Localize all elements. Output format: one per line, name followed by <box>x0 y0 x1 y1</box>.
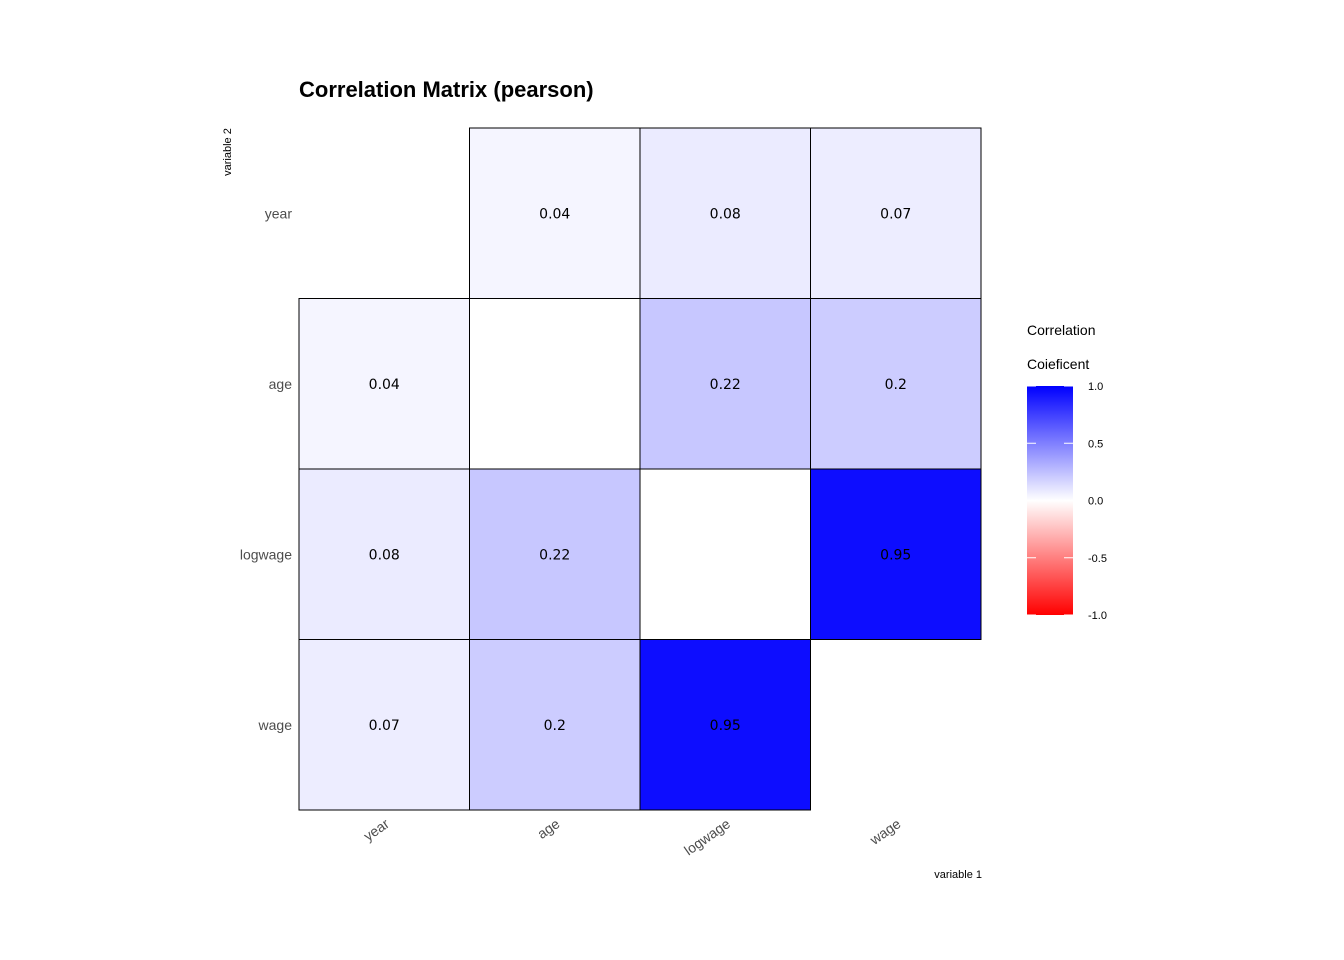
heatmap-cell-wage-year <box>810 127 982 299</box>
x-tick-label-logwage: logwage <box>681 815 733 858</box>
cell-value-label: 0.04 <box>369 377 400 393</box>
legend-tick-label: 0.0 <box>1088 496 1103 508</box>
legend-tick-label: 1.0 <box>1088 381 1103 393</box>
heatmap-cell-logwage-wage <box>639 639 811 811</box>
y-axis-title: variable 2 <box>222 128 234 176</box>
cell-value-label: 0.08 <box>710 206 741 222</box>
y-tick-label-age: age <box>269 376 293 392</box>
x-tick-label-year: year <box>360 815 392 844</box>
heatmap-cell-year-wage <box>298 639 470 811</box>
x-tick-label-age: age <box>534 815 562 842</box>
heatmap-cell-wage-age <box>810 298 982 470</box>
y-axis-ticks: year age logwage wage <box>240 205 292 733</box>
heatmap-cell-age-year <box>469 127 641 299</box>
legend-title-line2: Coieficent <box>1027 356 1089 372</box>
cell-value-label: 0.07 <box>369 718 400 734</box>
heatmap-cell-year-age <box>298 298 470 470</box>
y-tick-label-logwage: logwage <box>240 546 292 562</box>
color-legend: Correlation Coieficent 1.0 0.5 0.0 -0.5 -1.0 <box>1027 322 1107 622</box>
x-axis-ticks: year age logwage wage <box>360 815 903 858</box>
heatmap-cell-logwage-age <box>639 298 811 470</box>
cell-value-label: 0.07 <box>880 206 911 222</box>
y-tick-label-wage: wage <box>258 717 293 733</box>
cell-value-label: 0.22 <box>710 377 741 393</box>
legend-tick-label: -1.0 <box>1088 610 1107 622</box>
cell-value-label: 0.2 <box>885 377 907 393</box>
y-tick-label-year: year <box>265 205 293 221</box>
legend-tick-label: 0.5 <box>1088 438 1103 450</box>
legend-title-line1: Correlation <box>1027 322 1095 338</box>
heatmap-cell-age-logwage <box>469 468 641 640</box>
heatmap-cells: 0.04 0.08 0.07 0.04 0.22 0.2 0.08 0.22 0.95 0.07 0… <box>298 127 982 811</box>
legend-tick-label: -0.5 <box>1088 553 1107 565</box>
cell-value-label: 0.95 <box>710 718 741 734</box>
heatmap-cell-logwage-year <box>639 127 811 299</box>
x-axis-title: variable 1 <box>934 869 982 881</box>
cell-value-label: 0.08 <box>369 547 400 563</box>
cell-value-label: 0.22 <box>539 547 570 563</box>
chart-title: Correlation Matrix (pearson) <box>299 77 594 102</box>
heatmap-cell-wage-logwage <box>810 468 982 640</box>
cell-value-label: 0.04 <box>539 206 570 222</box>
heatmap-cell-year-logwage <box>298 468 470 640</box>
x-tick-label-wage: wage <box>866 815 904 848</box>
cell-value-label: 0.95 <box>880 547 911 563</box>
cell-value-label: 0.2 <box>544 718 566 734</box>
